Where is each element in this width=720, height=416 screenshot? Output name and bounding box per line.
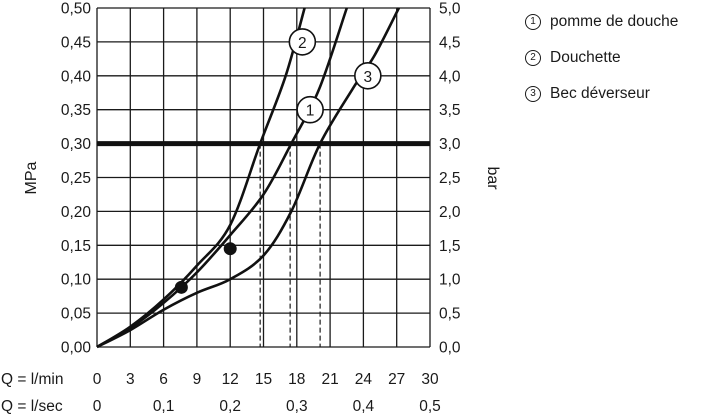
y-tick-label-left: 0,40 [61,68,92,85]
y-tick-label-right: 2,0 [439,204,461,221]
curve-label-circle-3 [354,62,382,90]
x-tick-label-row2: 0,3 [286,398,308,415]
x-tick-label-row2: 0,4 [353,398,375,415]
x-axis-row1-title: Q = l/min [1,371,63,388]
chart-curves: 1 2 3 [96,7,401,349]
y-tick-label-right: 0,5 [439,306,461,323]
y-tick-label-left: 0,25 [61,170,91,187]
y-tick-label-right: 1,5 [439,238,461,255]
legend-item-1: 1 pomme de douche [525,4,678,40]
x-tick-label-row1: 3 [126,371,135,388]
x-tick-label-row2: 0,1 [153,398,175,415]
y-tick-label-left: 0,35 [61,102,91,119]
legend-item-2: 2 Douchette [525,40,678,76]
legend-label-1: pomme de douche [550,13,679,30]
x-tick-label-row1: 6 [159,371,168,388]
x-tick-label-row2: 0 [93,398,102,415]
y-tick-label-right: 0,0 [439,340,461,357]
y-tick-label-right: 1,0 [439,272,461,289]
y-tick-label-left: 0,05 [61,306,91,323]
legend-label-2: Douchette [550,49,621,66]
curve-1 [96,7,349,349]
y-tick-label-right: 4,0 [439,68,461,85]
legend-number-1: 1 [525,14,541,30]
y-tick-label-right: 3,0 [439,136,461,153]
y-tick-label-left: 0,10 [61,272,92,289]
y-tick-label-right: 2,5 [439,170,461,187]
curve-label-circle-2 [288,28,317,56]
curve-marker-2 [223,242,237,256]
chart-grid [96,7,431,348]
x-axis-row2-title: Q = l/sec [1,398,63,415]
curve-label-2: 2 [298,35,307,52]
y-tick-label-left: 0,00 [61,340,92,357]
curve-2 [96,7,306,349]
y-tick-label-left: 0,50 [61,1,92,18]
legend-number-2: 2 [525,50,541,66]
curve-label-1: 1 [306,103,315,120]
curve-label-circle-1 [296,95,324,124]
y-tick-label-left: 0,15 [61,238,91,255]
x-tick-label-row1: 15 [255,371,272,388]
y-tick-label-right: 5,0 [439,1,461,18]
y-tick-label-left: 0,20 [61,204,92,221]
legend-label-3: Bec déverseur [550,85,650,102]
x-tick-label-row1: 12 [222,371,239,388]
legend-number-3: 3 [525,86,541,102]
legend: 1 pomme de douche 2 Douchette 3 Bec déve… [525,4,678,112]
chart-labels: 0 3 6 9 12 15 18 21 24 27 300 0,1 0,2 0,3 0,4 0,50,00 0,… [61,1,461,416]
x-tick-label-row1: 21 [321,371,338,388]
y-tick-label-right: 4,5 [439,34,461,51]
x-tick-label-row1: 0 [93,371,102,388]
x-tick-label-row1: 18 [288,371,305,388]
x-tick-label-row1: 27 [388,371,405,388]
legend-item-3: 3 Bec déverseur [525,76,678,112]
y-axis-right-title: bar [484,166,501,190]
x-tick-label-row1: 30 [421,371,439,388]
curve-marker-1 [174,280,188,294]
y-tick-label-right: 3,5 [439,102,461,119]
curve-label-3: 3 [364,69,373,86]
x-tick-label-row2: 0,2 [219,398,241,415]
y-tick-label-left: 0,30 [61,136,92,153]
x-tick-label-row1: 9 [193,371,202,388]
x-tick-label-row2: 0,5 [419,398,441,415]
x-tick-label-row1: 24 [355,371,373,388]
y-tick-label-left: 0,45 [61,34,91,51]
y-axis-left-title: MPa [23,161,40,194]
